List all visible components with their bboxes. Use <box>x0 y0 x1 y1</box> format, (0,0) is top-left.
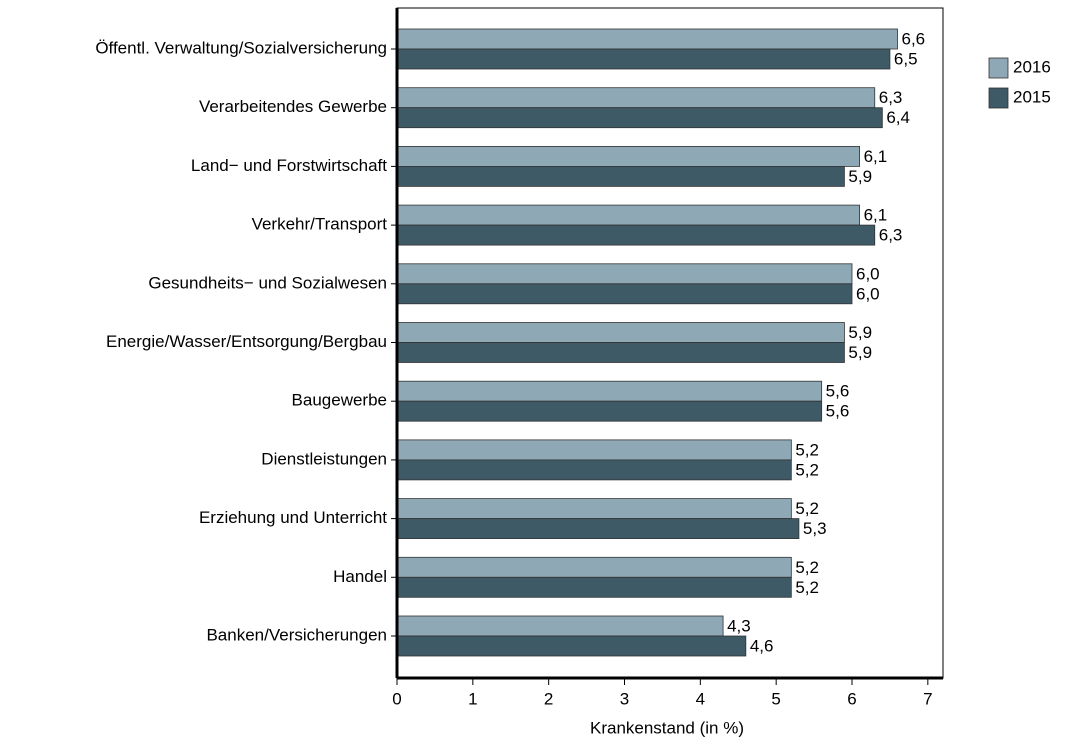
y-tick-label: Baugewerbe <box>292 391 387 410</box>
y-tick-label: Öffentl. Verwaltung/Sozialversicherung <box>95 38 387 57</box>
y-tick-label: Dienstleistungen <box>261 449 387 468</box>
x-tick-label: 3 <box>620 689 629 708</box>
bar <box>396 145 860 167</box>
value-label: 5,3 <box>803 519 827 538</box>
value-label: 5,2 <box>795 460 819 479</box>
bar <box>396 342 845 363</box>
bar <box>396 380 823 402</box>
x-tick-label: 2 <box>544 689 553 708</box>
x-tick-label: 4 <box>696 689 705 708</box>
x-tick-label: 5 <box>771 689 780 708</box>
bar <box>396 518 800 539</box>
bar <box>396 498 792 520</box>
value-label: 5,2 <box>795 578 819 597</box>
value-label: 6,0 <box>856 264 880 283</box>
bar <box>396 635 747 657</box>
legend-swatch <box>988 57 1009 79</box>
bar <box>396 556 792 578</box>
value-label: 5,9 <box>848 167 872 186</box>
bar <box>396 439 792 461</box>
y-tick-label: Verarbeitendes Gewerbe <box>199 97 387 116</box>
bar <box>396 48 891 70</box>
value-label: 5,6 <box>826 382 850 401</box>
bar <box>396 204 860 226</box>
bar <box>396 263 853 285</box>
bar <box>396 400 823 422</box>
legend-swatch <box>988 87 1009 109</box>
bar <box>396 224 876 246</box>
y-tick-label: Gesundheits− und Sozialwesen <box>148 273 387 292</box>
bar <box>396 107 883 129</box>
x-tick-label: 0 <box>392 689 401 708</box>
bar <box>396 165 845 187</box>
value-label: 6,1 <box>864 147 888 166</box>
bar <box>396 28 898 50</box>
bar <box>396 459 792 481</box>
value-label: 6,3 <box>879 226 903 245</box>
value-label: 6,6 <box>902 29 926 48</box>
value-label: 5,6 <box>826 402 850 421</box>
value-label: 5,2 <box>795 499 819 518</box>
y-tick-label: Energie/Wasser/Entsorgung/Bergbau <box>106 332 387 351</box>
y-tick-label: Verkehr/Transport <box>252 215 388 234</box>
x-tick-label: 7 <box>923 689 932 708</box>
x-axis-title: Krankenstand (in %) <box>590 718 744 737</box>
bar <box>396 615 724 637</box>
bar <box>396 576 792 598</box>
legend-label: 2016 <box>1013 57 1051 76</box>
bar <box>396 322 845 343</box>
value-label: 5,2 <box>795 440 819 459</box>
x-tick-label: 6 <box>847 689 856 708</box>
value-label: 6,4 <box>886 108 910 127</box>
x-tick-label: 1 <box>468 689 477 708</box>
y-tick-label: Land− und Forstwirtschaft <box>191 156 387 175</box>
bar <box>396 87 876 109</box>
value-label: 6,3 <box>879 88 903 107</box>
value-label: 4,3 <box>727 616 751 635</box>
value-label: 6,0 <box>856 284 880 303</box>
value-label: 6,1 <box>864 206 888 225</box>
bar <box>396 283 853 305</box>
value-label: 4,6 <box>750 636 774 655</box>
value-label: 5,9 <box>848 323 872 342</box>
y-tick-label: Banken/Versicherungen <box>206 625 387 644</box>
y-tick-label: Handel <box>333 567 387 586</box>
value-label: 5,9 <box>848 343 872 362</box>
value-label: 5,2 <box>795 558 819 577</box>
value-label: 6,5 <box>894 49 918 68</box>
y-tick-label: Erziehung und Unterricht <box>199 508 387 527</box>
legend-label: 2015 <box>1013 87 1051 106</box>
